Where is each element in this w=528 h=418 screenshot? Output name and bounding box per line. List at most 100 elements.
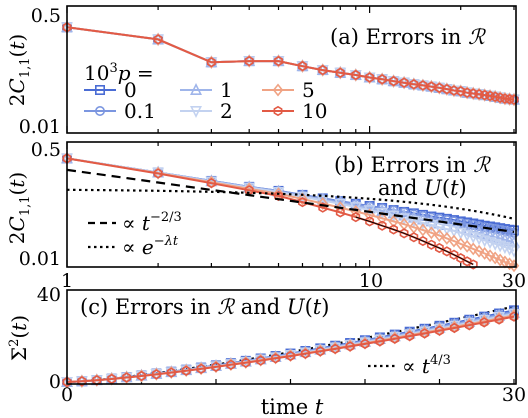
panel-b-fit-legend: ∝ t−2/3 ∝ e−λt: [88, 210, 182, 259]
legend-marker: [190, 83, 202, 95]
panel-b-data-point: [461, 239, 473, 253]
panel-a-data-point: [377, 74, 387, 85]
panel-a-ylabel: 2C1,1(t): [5, 34, 33, 106]
panel-b-data-point: [418, 235, 428, 247]
panel-b-data-point: [441, 231, 453, 245]
panel-c-data-point: [241, 357, 251, 368]
panel-c-data-point: [166, 367, 176, 378]
panel-c-series-line: [66, 311, 515, 383]
panel-a-data-point: [389, 76, 399, 87]
legend-marker: [273, 105, 283, 117]
panel-b-data-point: [448, 234, 460, 248]
panel-a-data-point: [274, 55, 283, 67]
panel-b-label-line2: and U(t): [378, 176, 467, 200]
panel-a-data-point: [456, 86, 466, 97]
panel-c-data-point: [449, 322, 459, 334]
panel-c-data-point: [360, 338, 370, 350]
legend-marker: [190, 106, 202, 118]
panel-b-data-point: [484, 249, 496, 263]
legend-label: 2: [220, 99, 233, 123]
panel-c-data-point: [122, 372, 132, 383]
legend-label: 0.1: [124, 99, 156, 123]
panel-c-data-point: [256, 355, 266, 366]
panel-c-ytick-40: 40: [37, 284, 61, 306]
panel-a-data-point: [505, 93, 514, 105]
panel-b-exp-fit-line: [66, 188, 515, 220]
legend-label: 0: [124, 78, 137, 102]
panel-b-data-point: [376, 211, 388, 225]
panel-c-data-point: [405, 331, 415, 342]
legend-label: 1: [220, 78, 233, 102]
panel-a-data-point: [206, 57, 216, 68]
panel-b-data-point: [416, 217, 429, 230]
panel-c-data-point: [211, 361, 221, 373]
panel-b-data-point: [434, 229, 445, 242]
panel-a-data-point: [244, 55, 254, 67]
panel-b-data-point: [399, 207, 410, 218]
legend-item-0: 0: [84, 78, 137, 102]
panel-b-frame: [66, 141, 517, 268]
panel-b-label-line1: (b) Errors in ℛ: [334, 153, 491, 177]
panel-a-data-point: [335, 67, 345, 78]
legend-label: 10: [302, 99, 327, 123]
panel-a-series-10: [62, 22, 519, 105]
panel-c-xlabel: time t: [261, 395, 324, 418]
panel-c-xtick-30: 30: [502, 384, 526, 406]
panel-b-data-point: [447, 225, 460, 238]
panel-b-data-point: [503, 243, 516, 256]
panel-b-data-point: [398, 213, 411, 226]
legend-item-0_1: 0.1: [84, 99, 156, 123]
panel-a-data-point: [426, 81, 436, 92]
panel-c-data-point: [226, 359, 236, 370]
panel-b-data-point: [434, 242, 444, 254]
panel-c-series-line: [66, 315, 515, 383]
panel-a-data-point: [418, 80, 428, 91]
panel-a-data-point: [298, 61, 307, 72]
panel-a-ytick-05: 0.5: [31, 5, 61, 27]
panel-b-series-line: [66, 157, 515, 252]
panel-a-data-point: [409, 79, 419, 90]
legend: 103p = 00.1 12 510: [84, 61, 327, 123]
panel-c-frame: [66, 289, 517, 385]
panel-b-data-point: [297, 192, 308, 206]
legend-marker: [272, 83, 284, 97]
panel-c-data-point: [435, 325, 444, 336]
panel-c-data-point: [494, 314, 504, 325]
panel-b-data-point: [351, 211, 361, 223]
panel-b-data-point: [468, 242, 479, 256]
panel-b-data-point: [407, 215, 420, 228]
panel-b-data-point: [365, 216, 375, 227]
panel-c-label: (c) Errors in ℛ and U(t): [80, 295, 329, 319]
panel-b-exp-fit-overlay: [355, 216, 474, 265]
panel-a-data-point: [442, 84, 452, 95]
panel-b-data-point: [479, 246, 490, 260]
panel-b-data-point: [440, 224, 453, 237]
panel-b-data-point: [389, 224, 399, 235]
panel-b-ytick-05: 0.5: [31, 139, 61, 161]
panel-b-xtick-10: 10: [359, 270, 383, 292]
panel-a-data-point: [500, 93, 510, 104]
panel-b-data-point: [298, 196, 307, 208]
panel-b-ylabel: 2C1,1(t): [5, 172, 33, 244]
panel-b-data-point: [489, 251, 501, 265]
panel-a-label: (a) Errors in ℛ: [330, 25, 486, 49]
panel-c-data-point: [181, 365, 191, 376]
panel-b-data-point: [498, 242, 511, 255]
panel-b-ytick-001: 0.01: [19, 248, 61, 270]
panel-a-ytick-001: 0.01: [19, 116, 61, 138]
panel-b-data-point: [153, 168, 163, 179]
panel-b-power-fit-line: [66, 168, 515, 233]
panel-c-series-10: [62, 311, 519, 388]
legend-marker: [95, 85, 106, 96]
panel-b-data-point: [462, 218, 473, 229]
panel-c-data: [61, 305, 520, 389]
panel-c-data-point: [479, 317, 489, 328]
panel-c-data-point: [375, 336, 385, 347]
panel-b-data-point: [376, 204, 389, 216]
legend-marker: [95, 106, 106, 117]
panel-b-xtick-30: 30: [502, 270, 526, 292]
fit-legend-power-label: ∝ t−2/3: [122, 210, 182, 235]
panel-b-data-point: [426, 226, 437, 240]
panel-a: (a) Errors in ℛ 2C1,1(t) 0.5 0.01 103p =…: [5, 5, 520, 138]
